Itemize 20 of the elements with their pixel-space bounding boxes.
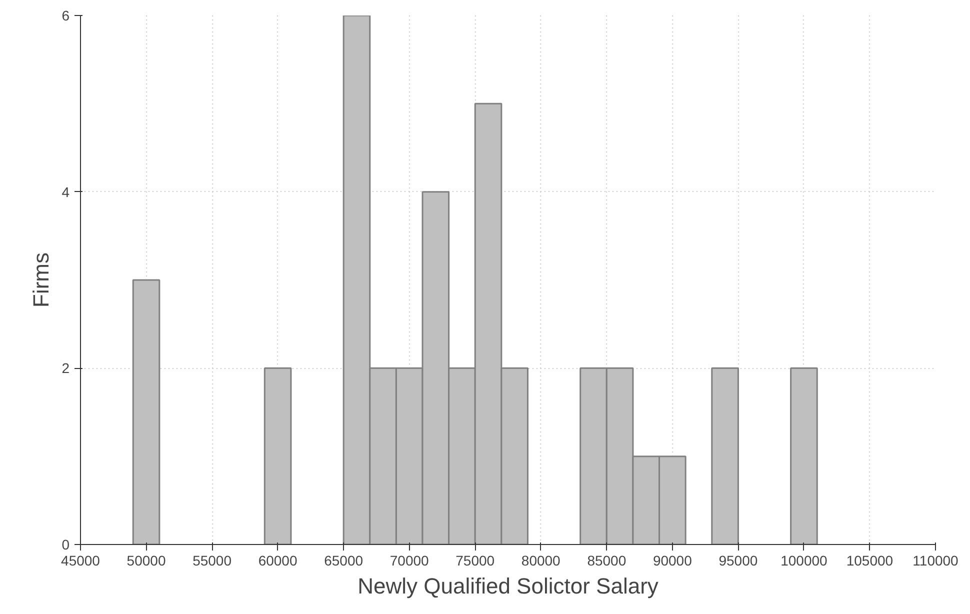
y-tick-label: 0 bbox=[62, 536, 70, 552]
x-tick-label: 70000 bbox=[390, 552, 430, 568]
x-tick-label: 100000 bbox=[780, 552, 828, 568]
x-axis-title: Newly Qualified Solictor Salary bbox=[358, 574, 658, 598]
x-tick-label: 80000 bbox=[521, 552, 561, 568]
x-tick-label: 75000 bbox=[456, 552, 495, 568]
y-axis-title: Firms bbox=[28, 252, 54, 308]
y-tick-label: 4 bbox=[62, 184, 70, 200]
x-tick-label: 110000 bbox=[912, 552, 959, 568]
x-tick-label: 60000 bbox=[258, 552, 298, 568]
x-tick-label: 50000 bbox=[126, 552, 166, 568]
x-tick-label: 45000 bbox=[61, 552, 100, 568]
x-tick-label: 95000 bbox=[718, 552, 758, 568]
x-tick-label: 65000 bbox=[324, 552, 364, 568]
x-tick-label: 85000 bbox=[587, 552, 626, 568]
y-tick-label: 6 bbox=[62, 8, 70, 24]
x-tick-label: 90000 bbox=[652, 552, 692, 568]
y-tick-label: 2 bbox=[62, 360, 70, 376]
x-tick-label: 55000 bbox=[192, 552, 232, 568]
x-tick-label: 105000 bbox=[846, 552, 894, 568]
